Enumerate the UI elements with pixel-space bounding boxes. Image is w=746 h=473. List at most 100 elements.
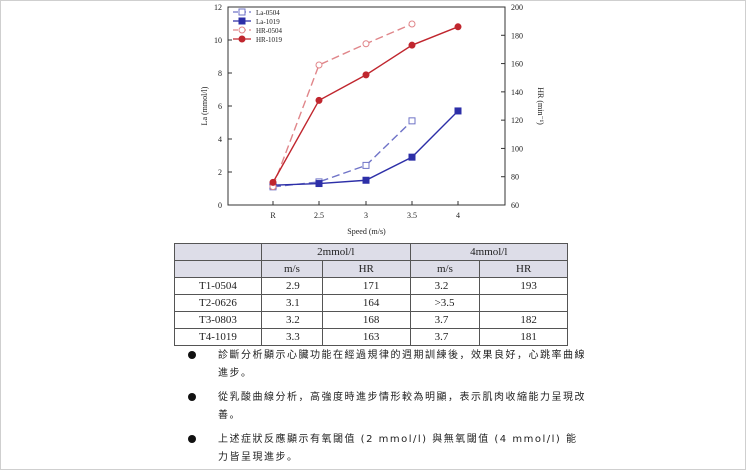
group-header-4mmol: 4mmol/l (409, 243, 569, 261)
table-corner-cell (174, 260, 262, 278)
x-tick-label: 2.5 (314, 211, 324, 220)
series-line (272, 110, 459, 186)
row-label: T4-1019 (174, 328, 262, 346)
x-tick-label: 3 (364, 211, 368, 220)
cell: 2.9 (261, 277, 323, 295)
sub-header: HR (479, 260, 568, 278)
table-row: T3-0803 3.2 168 3.7 182 (174, 311, 568, 329)
sub-header: HR (321, 260, 411, 278)
x-tick-label: 4 (456, 211, 460, 220)
cell: 163 (321, 328, 411, 346)
cell: 182 (479, 311, 568, 329)
note-text: 診斷分析顯示心臟功能在經過規律的週期訓練後，效果良好，心跳率曲線進步。 (218, 350, 586, 379)
series-La-1019 (269, 107, 462, 189)
data-point-marker (408, 41, 416, 49)
data-point-marker (315, 180, 323, 188)
row-label: T2-0626 (174, 294, 262, 312)
chart-axes: 0 2 4 6 8 10 12 60 80 100 120 140 160 180 200 R 2.5 3 3.5 4… (200, 3, 545, 236)
list-item: 上述症狀反應顯示有氧閾值 (2 mmol/l) 與無氧閾值 (4 mmol/l)… (186, 431, 586, 467)
x-axis-label: Speed (m/s) (347, 227, 386, 236)
right-tick-label: 80 (511, 173, 519, 182)
right-tick-label: 160 (511, 60, 523, 69)
group-header-2mmol: 2mmol/l (261, 243, 411, 261)
note-text: 從乳酸曲線分析，高強度時進步情形較為明顯，表示肌肉收縮能力呈現改善。 (218, 392, 586, 421)
list-item: 診斷分析顯示心臟功能在經過規律的週期訓練後，效果良好，心跳率曲線進步。 (186, 347, 586, 383)
data-point-marker (454, 23, 462, 31)
series-La-0504 (269, 117, 416, 191)
legend-label: HR-0504 (256, 27, 283, 35)
cell: 164 (321, 294, 411, 312)
speed-lactate-hr-chart: 0 2 4 6 8 10 12 60 80 100 120 140 160 180 200 R 2.5 3 3.5 4… (200, 3, 545, 236)
x-tick-label: 3.5 (407, 211, 417, 220)
data-point-marker (362, 161, 370, 169)
row-label: T3-0803 (174, 311, 262, 329)
cell: 181 (479, 328, 568, 346)
cell: 193 (479, 277, 568, 295)
cell: 3.7 (409, 311, 481, 329)
threshold-table: 2mmol/l 4mmol/l m/s HR m/s HR T1-0504 2.… (174, 243, 569, 346)
cell: 3.3 (261, 328, 323, 346)
data-point-marker (269, 178, 277, 186)
cell: 3.2 (409, 277, 481, 295)
right-tick-label: 140 (511, 88, 523, 97)
table-corner-cell (174, 243, 262, 261)
cell: 168 (321, 311, 411, 329)
left-tick-label: 6 (218, 102, 222, 111)
data-point-marker (454, 107, 462, 115)
bullet-icon (188, 393, 196, 401)
series-line (272, 26, 459, 183)
series-HR-1019 (269, 23, 462, 186)
left-tick-label: 4 (218, 135, 222, 144)
data-point-marker (238, 35, 246, 43)
cell: 171 (321, 277, 411, 295)
sub-header: m/s (261, 260, 323, 278)
right-tick-label: 60 (511, 201, 519, 210)
notes-list: 診斷分析顯示心臟功能在經過規律的週期訓練後，效果良好，心跳率曲線進步。 從乳酸曲… (186, 347, 586, 473)
table-row: T4-1019 3.3 163 3.7 181 (174, 328, 568, 346)
left-tick-label: 0 (218, 201, 222, 210)
legend-label: La-1019 (256, 18, 280, 26)
bullet-icon (188, 351, 196, 359)
right-tick-label: 180 (511, 31, 523, 40)
left-axis-label: La (mmol/l) (200, 86, 209, 125)
data-point-marker (408, 153, 416, 161)
series-line (272, 23, 413, 187)
table-row: T1-0504 2.9 171 3.2 193 (174, 277, 568, 295)
bullet-icon (188, 435, 196, 443)
series-line (272, 120, 413, 188)
data-point-marker (238, 26, 246, 34)
list-item: 從乳酸曲線分析，高強度時進步情形較為明顯，表示肌肉收縮能力呈現改善。 (186, 389, 586, 425)
row-label: T1-0504 (174, 277, 262, 295)
x-tick-label: R (270, 211, 276, 220)
table-row: T2-0626 3.1 164 >3.5 (174, 294, 568, 312)
table-group-header-row: 2mmol/l 4mmol/l (174, 243, 569, 261)
cell: 3.2 (261, 311, 323, 329)
table-sub-header-row: m/s HR m/s HR (174, 260, 568, 278)
data-point-marker (315, 96, 323, 104)
data-point-marker (362, 71, 370, 79)
right-tick-label: 120 (511, 116, 523, 125)
data-point-marker (408, 20, 416, 28)
left-tick-label: 12 (214, 3, 222, 12)
cell (479, 294, 568, 312)
left-tick-label: 2 (218, 168, 222, 177)
data-point-marker (408, 117, 416, 125)
right-tick-label: 100 (511, 144, 523, 153)
cell: 3.1 (261, 294, 323, 312)
left-tick-label: 10 (214, 36, 222, 45)
sub-header: m/s (409, 260, 481, 278)
data-point-marker (238, 8, 246, 16)
data-point-marker (362, 176, 370, 184)
legend-label: La-0504 (256, 9, 280, 17)
left-tick-label: 8 (218, 69, 222, 78)
series-HR-0504 (269, 20, 416, 191)
note-text: 上述症狀反應顯示有氧閾值 (2 mmol/l) 與無氧閾值 (4 mmol/l)… (218, 434, 578, 463)
cell: 3.7 (409, 328, 481, 346)
right-axis-label: HR (min⁻¹) (536, 87, 545, 125)
cell: >3.5 (409, 294, 481, 312)
chart-series (269, 20, 462, 191)
data-point-marker (362, 40, 370, 48)
right-tick-label: 200 (511, 3, 523, 12)
data-point-marker (315, 61, 323, 69)
